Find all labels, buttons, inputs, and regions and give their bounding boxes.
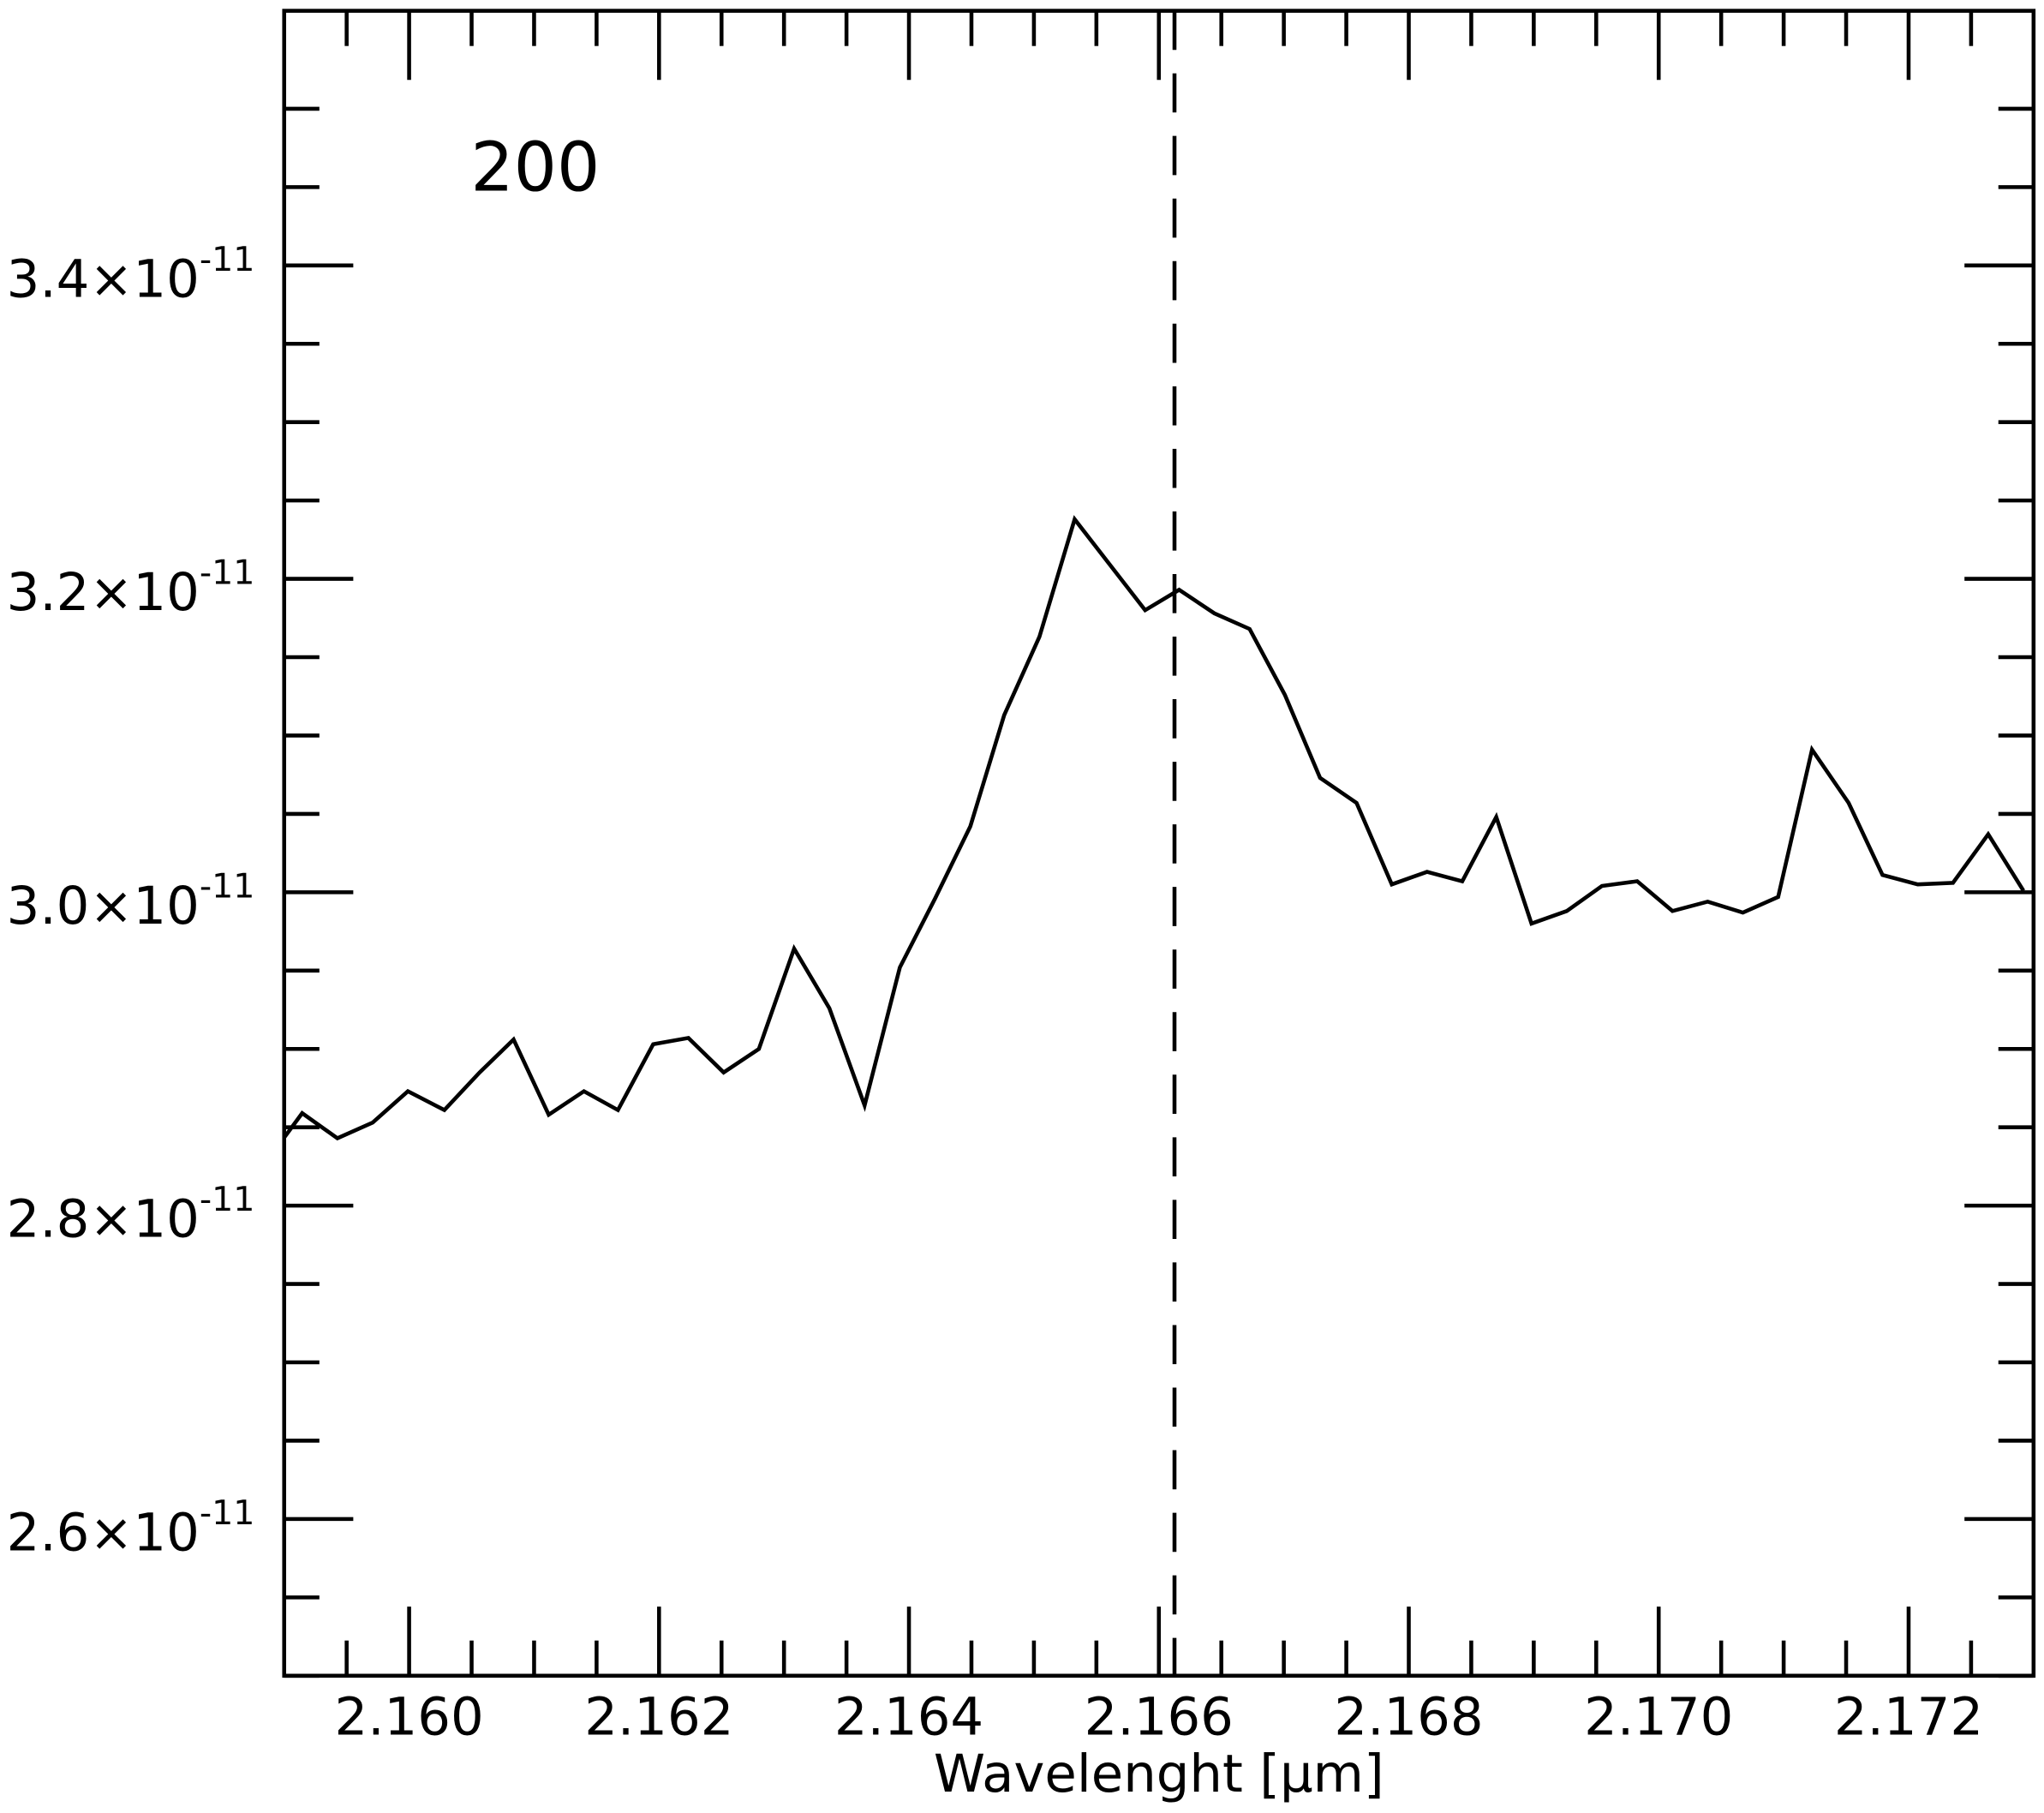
x-tick-label: 2.164 <box>834 1687 983 1747</box>
y-tick-label: 3.4×10-11 <box>7 240 255 309</box>
y-tick-label: 3.2×10-11 <box>7 553 255 623</box>
y-tick-exponent: -11 <box>200 866 255 906</box>
data-line <box>284 515 2025 1141</box>
x-tick-label: 2.172 <box>1834 1687 1983 1747</box>
y-tick-mantissa: 2.8×10 <box>7 1190 200 1250</box>
y-tick-mantissa: 3.0×10 <box>7 877 200 936</box>
y-tick-mantissa: 3.4×10 <box>7 249 200 309</box>
x-tick-label: 2.162 <box>584 1687 733 1747</box>
y-tick-exponent: -11 <box>200 240 255 279</box>
x-tick-label: 2.166 <box>1085 1687 1234 1747</box>
y-tick-label: 2.6×10-11 <box>7 1493 255 1563</box>
plot-frame <box>282 9 2036 1678</box>
y-tick-mantissa: 3.2×10 <box>7 563 200 623</box>
x-tick-label: 2.170 <box>1584 1687 1733 1747</box>
x-tick-label: 2.168 <box>1334 1687 1483 1747</box>
y-tick-mantissa: 2.6×10 <box>7 1503 200 1563</box>
x-tick-label: 2.160 <box>334 1687 483 1747</box>
y-tick-label: 2.8×10-11 <box>7 1180 255 1249</box>
y-tick-exponent: -11 <box>200 1493 255 1533</box>
annotation: 200 <box>470 129 600 207</box>
y-tick-exponent: -11 <box>200 1180 255 1219</box>
x-axis-label: Wavelenght [μm] <box>934 1744 1384 1804</box>
y-tick-exponent: -11 <box>200 553 255 593</box>
y-tick-label: 3.0×10-11 <box>7 866 255 936</box>
